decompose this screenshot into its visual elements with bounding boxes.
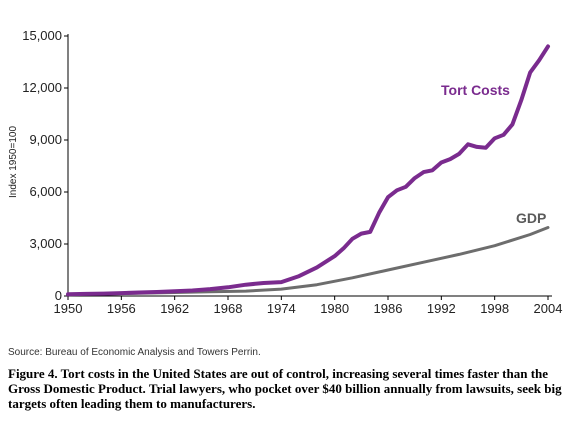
series-label-gdp: GDP [516, 210, 546, 226]
y-tick-label: 12,000 [22, 80, 62, 95]
line-chart: 0 3,000 6,000 9,000 12,000 15,000 1950 1956 196… [8, 28, 563, 316]
y-tick-label: 0 [55, 288, 62, 303]
x-axis-ticks: 1950 1956 1962 1968 1974 1980 1986 1992 1998 2004 [54, 296, 563, 316]
y-axis-label: Index 1950=100 [8, 126, 19, 198]
y-tick-label: 6,000 [29, 184, 62, 199]
y-tick-label: 9,000 [29, 132, 62, 147]
x-tick-label: 1992 [427, 301, 456, 316]
x-tick-label: 1998 [480, 301, 509, 316]
x-tick-label: 1986 [374, 301, 403, 316]
x-tick-label: 2004 [534, 301, 563, 316]
x-tick-label: 1980 [320, 301, 349, 316]
y-tick-label: 3,000 [29, 236, 62, 251]
x-tick-label: 1956 [107, 301, 136, 316]
series-line-tort-costs [66, 44, 550, 297]
figure-caption: Figure 4. Tort costs in the United State… [8, 366, 562, 411]
series-label-tort-costs: Tort Costs [441, 82, 510, 98]
x-tick-label: 1974 [267, 301, 296, 316]
y-tick-label: 15,000 [22, 28, 62, 43]
source-note: Source: Bureau of Economic Analysis and … [8, 347, 261, 358]
series-line-gdp [66, 226, 550, 296]
chart-series [66, 44, 550, 297]
x-tick-label: 1950 [54, 301, 83, 316]
chart-axes [67, 34, 552, 297]
x-tick-label: 1962 [160, 301, 189, 316]
x-tick-label: 1968 [214, 301, 243, 316]
y-axis-ticks: 0 3,000 6,000 9,000 12,000 15,000 [22, 28, 68, 303]
